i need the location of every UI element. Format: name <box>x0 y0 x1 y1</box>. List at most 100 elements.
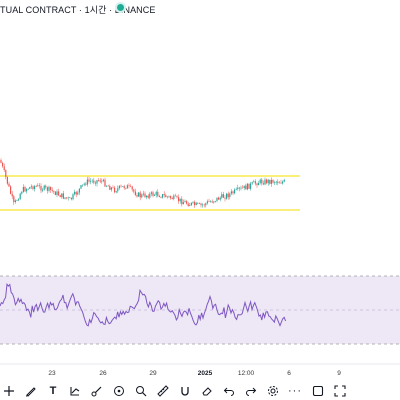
candle-body <box>67 197 69 199</box>
candle-body <box>104 179 106 187</box>
candle-body <box>78 188 80 193</box>
candle-body <box>240 187 242 189</box>
undo-icon[interactable] <box>222 384 236 398</box>
candle-body <box>50 186 52 190</box>
candle-body <box>51 189 53 191</box>
candle-body <box>195 202 197 206</box>
candle-body <box>190 202 192 206</box>
candle-body <box>187 203 189 207</box>
candle-body <box>234 189 236 194</box>
candle-body <box>112 187 114 189</box>
candle-body <box>134 191 136 196</box>
candle-body <box>216 197 218 202</box>
zoom-icon[interactable] <box>134 384 148 398</box>
candle-body <box>253 181 255 183</box>
candle-body <box>38 185 40 186</box>
brush-icon[interactable] <box>90 384 104 398</box>
candle-body <box>139 192 141 198</box>
square-icon[interactable] <box>311 384 325 398</box>
candle-body <box>114 187 116 193</box>
candle-body <box>176 196 178 198</box>
candle-body <box>82 184 84 186</box>
candle-body <box>211 201 213 203</box>
time-tick: 12:00 <box>237 370 255 377</box>
candle-body <box>30 186 32 188</box>
ruler-icon[interactable] <box>112 384 126 398</box>
candle-body <box>154 194 156 196</box>
candle-body <box>163 194 165 196</box>
candle-body <box>261 179 263 184</box>
candle-body <box>86 179 88 185</box>
candle-body <box>118 185 120 189</box>
candle-body <box>117 188 119 192</box>
chart-header: TUAL CONTRACT · 1시간 · BINANCE <box>0 0 400 16</box>
candle-body <box>194 201 196 206</box>
candle-body <box>150 192 152 194</box>
candle-body <box>214 201 216 202</box>
candle-body <box>88 179 90 182</box>
candle-body <box>258 182 260 186</box>
candle-body <box>226 193 228 199</box>
pen-icon[interactable] <box>24 384 38 398</box>
candle-body <box>64 197 66 199</box>
candle-body <box>251 182 253 184</box>
candle-body <box>122 186 124 187</box>
rsi-pane[interactable] <box>0 275 400 345</box>
candle-body <box>24 187 26 192</box>
candle-body <box>96 180 98 184</box>
candle-body <box>166 196 168 198</box>
candle-body <box>173 195 175 200</box>
candle-body <box>219 197 221 200</box>
symbol-title[interactable]: TUAL CONTRACT · 1시간 · BINANCE <box>0 5 156 15</box>
candle-body <box>170 196 172 199</box>
measure-icon[interactable] <box>156 384 170 398</box>
candle-body <box>243 185 245 188</box>
fullscreen-icon[interactable] <box>333 384 347 398</box>
candle-body <box>254 181 256 184</box>
candle-body <box>0 160 2 163</box>
magnet-icon[interactable] <box>178 384 192 398</box>
candle-body <box>230 191 232 194</box>
rsi-line <box>0 283 287 327</box>
more-icon[interactable]: ··· <box>288 384 302 397</box>
candle-body <box>128 185 130 186</box>
candle-body <box>264 179 266 185</box>
candle-body <box>72 194 74 200</box>
candle-body <box>56 191 58 196</box>
redo-icon[interactable] <box>244 384 258 398</box>
settings-icon[interactable] <box>266 384 280 398</box>
candle-body <box>101 180 103 182</box>
candle-body <box>186 201 188 204</box>
candle-body <box>237 187 239 189</box>
time-tick: 29 <box>149 370 157 377</box>
candle-body <box>278 182 280 184</box>
fork-icon[interactable] <box>68 384 82 398</box>
candle-body <box>275 181 277 183</box>
time-tick: 6 <box>287 370 291 377</box>
candle-body <box>11 193 13 197</box>
candle-body <box>218 197 220 200</box>
eraser-icon[interactable] <box>200 384 214 398</box>
candle-body <box>189 205 191 207</box>
candle-body <box>227 193 229 198</box>
candle-body <box>149 193 151 198</box>
candle-body <box>85 183 87 185</box>
candle-body <box>155 191 157 195</box>
candle-body <box>5 170 7 177</box>
candle-body <box>246 183 248 190</box>
candle-body <box>109 186 111 190</box>
candle-body <box>2 162 4 167</box>
candle-body <box>80 185 82 189</box>
candle-body <box>102 179 104 181</box>
candle-body <box>93 180 95 183</box>
candle-body <box>200 203 202 206</box>
candle-body <box>32 186 34 190</box>
price-pane[interactable] <box>0 158 300 211</box>
crosshair-icon[interactable] <box>2 384 16 398</box>
candle-body <box>282 181 284 184</box>
candle-body <box>26 189 28 192</box>
text-icon[interactable]: T <box>49 384 57 397</box>
candle-body <box>22 187 24 193</box>
time-tick: 23 <box>48 370 56 377</box>
